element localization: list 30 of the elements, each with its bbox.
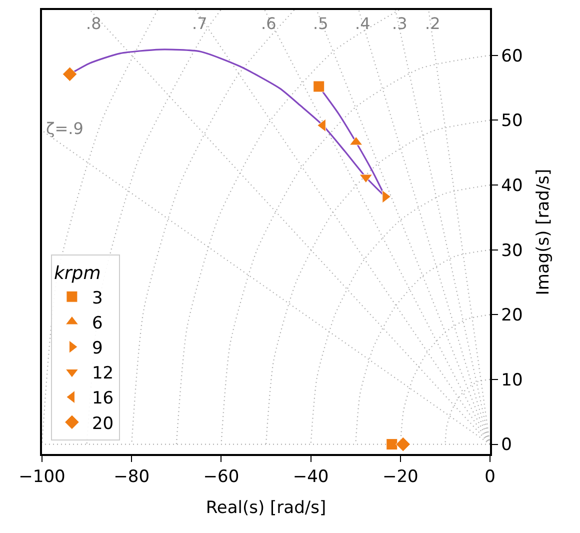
legend-label: 6 [92, 313, 103, 334]
series-label: ζ=.9 [46, 119, 84, 138]
x-axis-title: Real(s) [rad/s] [206, 498, 326, 518]
x-tick-label: −60 [203, 467, 240, 488]
series-label: .6 [261, 14, 276, 33]
series-label: .7 [192, 14, 208, 33]
series-label: .5 [313, 14, 328, 33]
y-tick-label: 20 [501, 306, 523, 326]
y-tick-label: 50 [501, 111, 523, 132]
legend-label: 9 [92, 338, 103, 358]
y-tick-label: 30 [501, 240, 523, 261]
y-tick-label: 10 [501, 370, 523, 390]
legend-label: 20 [92, 414, 114, 434]
legend-label: 12 [92, 364, 114, 384]
legend-label: 16 [92, 388, 114, 409]
x-tick-label: −40 [292, 467, 329, 488]
x-tick-label: −80 [114, 467, 150, 488]
series-label: .4 [355, 14, 370, 33]
legend-label: 3 [92, 288, 103, 308]
series-label: .3 [392, 14, 408, 33]
x-tick-label: −20 [382, 467, 418, 488]
x-tick-label: 0 [484, 467, 496, 488]
y-tick-label: 60 [501, 46, 523, 66]
x-tick-label: −100 [18, 467, 66, 488]
series-label: .2 [425, 14, 440, 33]
y-tick-label: 40 [501, 176, 523, 196]
series-label: .8 [86, 14, 102, 33]
y-tick-label: 0 [501, 435, 512, 456]
y-axis-title: Imag(s) [rad/s] [534, 168, 554, 296]
legend-title: krpm [54, 263, 101, 284]
